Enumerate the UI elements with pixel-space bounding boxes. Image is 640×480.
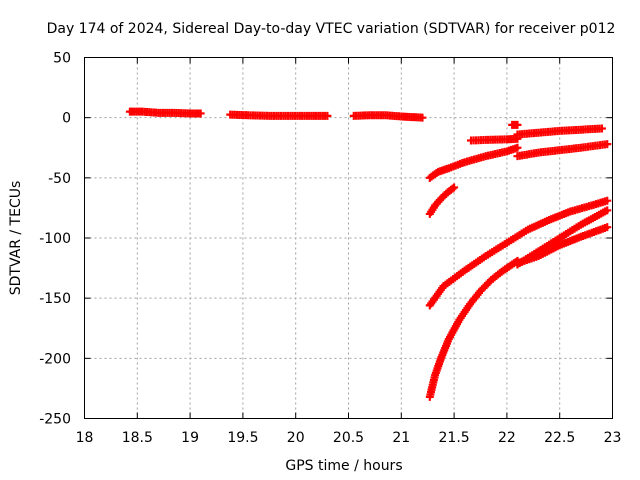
data-point [603,223,612,232]
x-tick-label: 21.5 [439,430,470,446]
series-arc-2 [226,110,332,120]
series-arc-3 [349,111,427,122]
series-arc-5 [425,183,459,218]
data-point [603,206,612,215]
data-point [603,140,612,149]
x-axis-label: GPS time / hours [285,458,402,474]
x-tick-label: 18 [76,430,94,446]
x-tick-label: 22.5 [544,430,575,446]
x-tick-label: 20 [287,430,305,446]
series-arc-4 [425,143,522,182]
y-tick-label: -100 [39,231,71,247]
y-tick-labels: 50 0 -50 -100 -150 -200 -250 [39,51,71,428]
y-tick-label: -250 [39,412,71,428]
data-point [323,111,332,120]
y-axis-label: SDTVAR / TECUs [8,181,24,296]
chart-title: Day 174 of 2024, Sidereal Day-to-day VTE… [47,21,616,37]
series-arc-1 [125,107,205,118]
x-tick-label: 23 [604,430,622,446]
series-arc-11 [513,140,612,161]
data-series [125,107,612,401]
series-arc-6 [425,196,612,310]
data-point [597,124,606,133]
data-point [418,113,427,122]
y-tick-label: -150 [39,291,71,307]
plot-frame [84,57,613,419]
y-tick-label: -50 [48,171,71,187]
x-tick-label: 22 [498,430,516,446]
x-tick-label: 18.5 [122,430,153,446]
data-point [603,196,612,205]
x-tick-label: 20.5 [333,430,364,446]
x-tick-label: 19 [181,430,199,446]
y-tick-label: 0 [62,111,71,127]
data-point [513,120,522,129]
data-point [196,109,205,118]
series-arc-13 [513,223,612,268]
series-arc-8 [466,134,522,145]
series-arc-10 [513,124,606,139]
data-point [513,143,522,152]
x-tick-label: 19.5 [227,430,258,446]
series-arc-9 [508,120,522,129]
y-tick-label: 50 [53,51,71,67]
y-tick-label: -200 [39,351,71,367]
x-tick-labels: 18 18.5 19 19.5 20 20.5 21 21.5 22 22.5 23 [76,430,622,446]
data-point [450,183,459,192]
x-tick-label: 21 [392,430,410,446]
